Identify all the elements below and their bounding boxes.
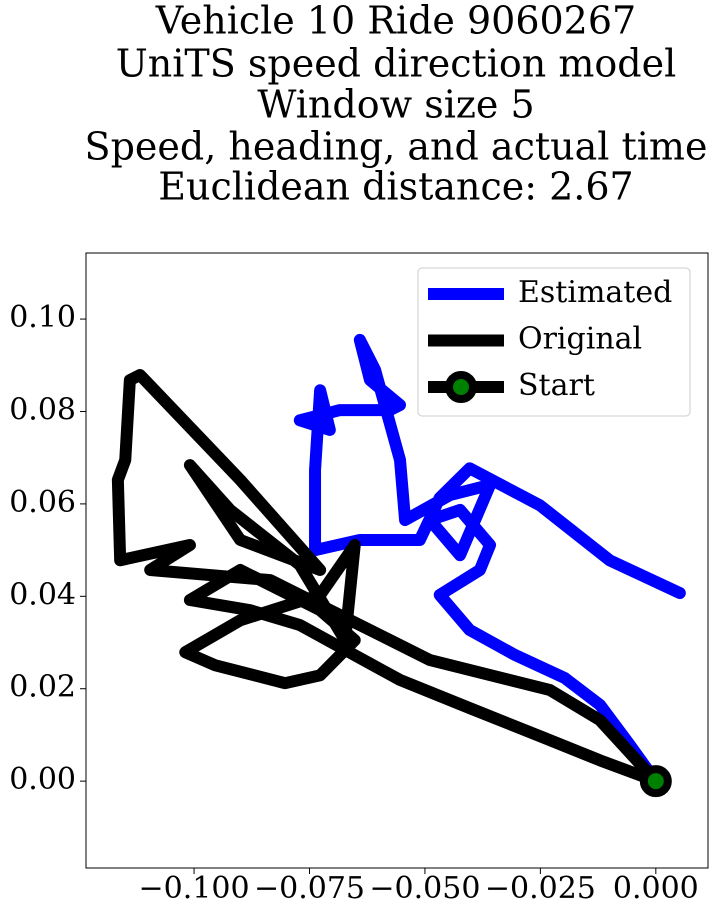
y-tick-label: 0.10 bbox=[9, 300, 76, 335]
legend-label: Original bbox=[518, 322, 642, 357]
x-tick-label: −0.025 bbox=[485, 871, 596, 906]
chart-title: Vehicle 10 Ride 9060267 bbox=[155, 0, 636, 43]
y-tick-label: 0.04 bbox=[9, 577, 76, 612]
y-tick-label: 0.02 bbox=[9, 670, 76, 705]
chart-title: Speed, heading, and actual time bbox=[85, 125, 708, 169]
chart-title: Euclidean distance: 2.67 bbox=[158, 165, 633, 209]
series-line bbox=[293, 333, 686, 788]
legend-marker bbox=[445, 371, 477, 403]
legend-box bbox=[417, 267, 691, 417]
y-tick-label: 0.00 bbox=[9, 762, 76, 797]
x-tick-label: −0.050 bbox=[369, 871, 480, 906]
chart-title: Window size 5 bbox=[257, 83, 534, 127]
x-tick-label: −0.075 bbox=[254, 871, 365, 906]
chart-title: UniTS speed direction model bbox=[116, 42, 676, 86]
y-tick-label: 0.08 bbox=[9, 392, 76, 427]
plot-area bbox=[111, 333, 686, 798]
x-tick-label: −0.100 bbox=[139, 871, 250, 906]
axes-frame bbox=[85, 252, 709, 869]
legend-label: Estimated bbox=[518, 275, 672, 310]
x-tick-label: 0.000 bbox=[613, 871, 699, 906]
start-marker bbox=[639, 765, 672, 798]
y-tick-label: 0.06 bbox=[9, 485, 76, 520]
legend-label: Start bbox=[518, 368, 595, 403]
series-line bbox=[111, 368, 662, 788]
